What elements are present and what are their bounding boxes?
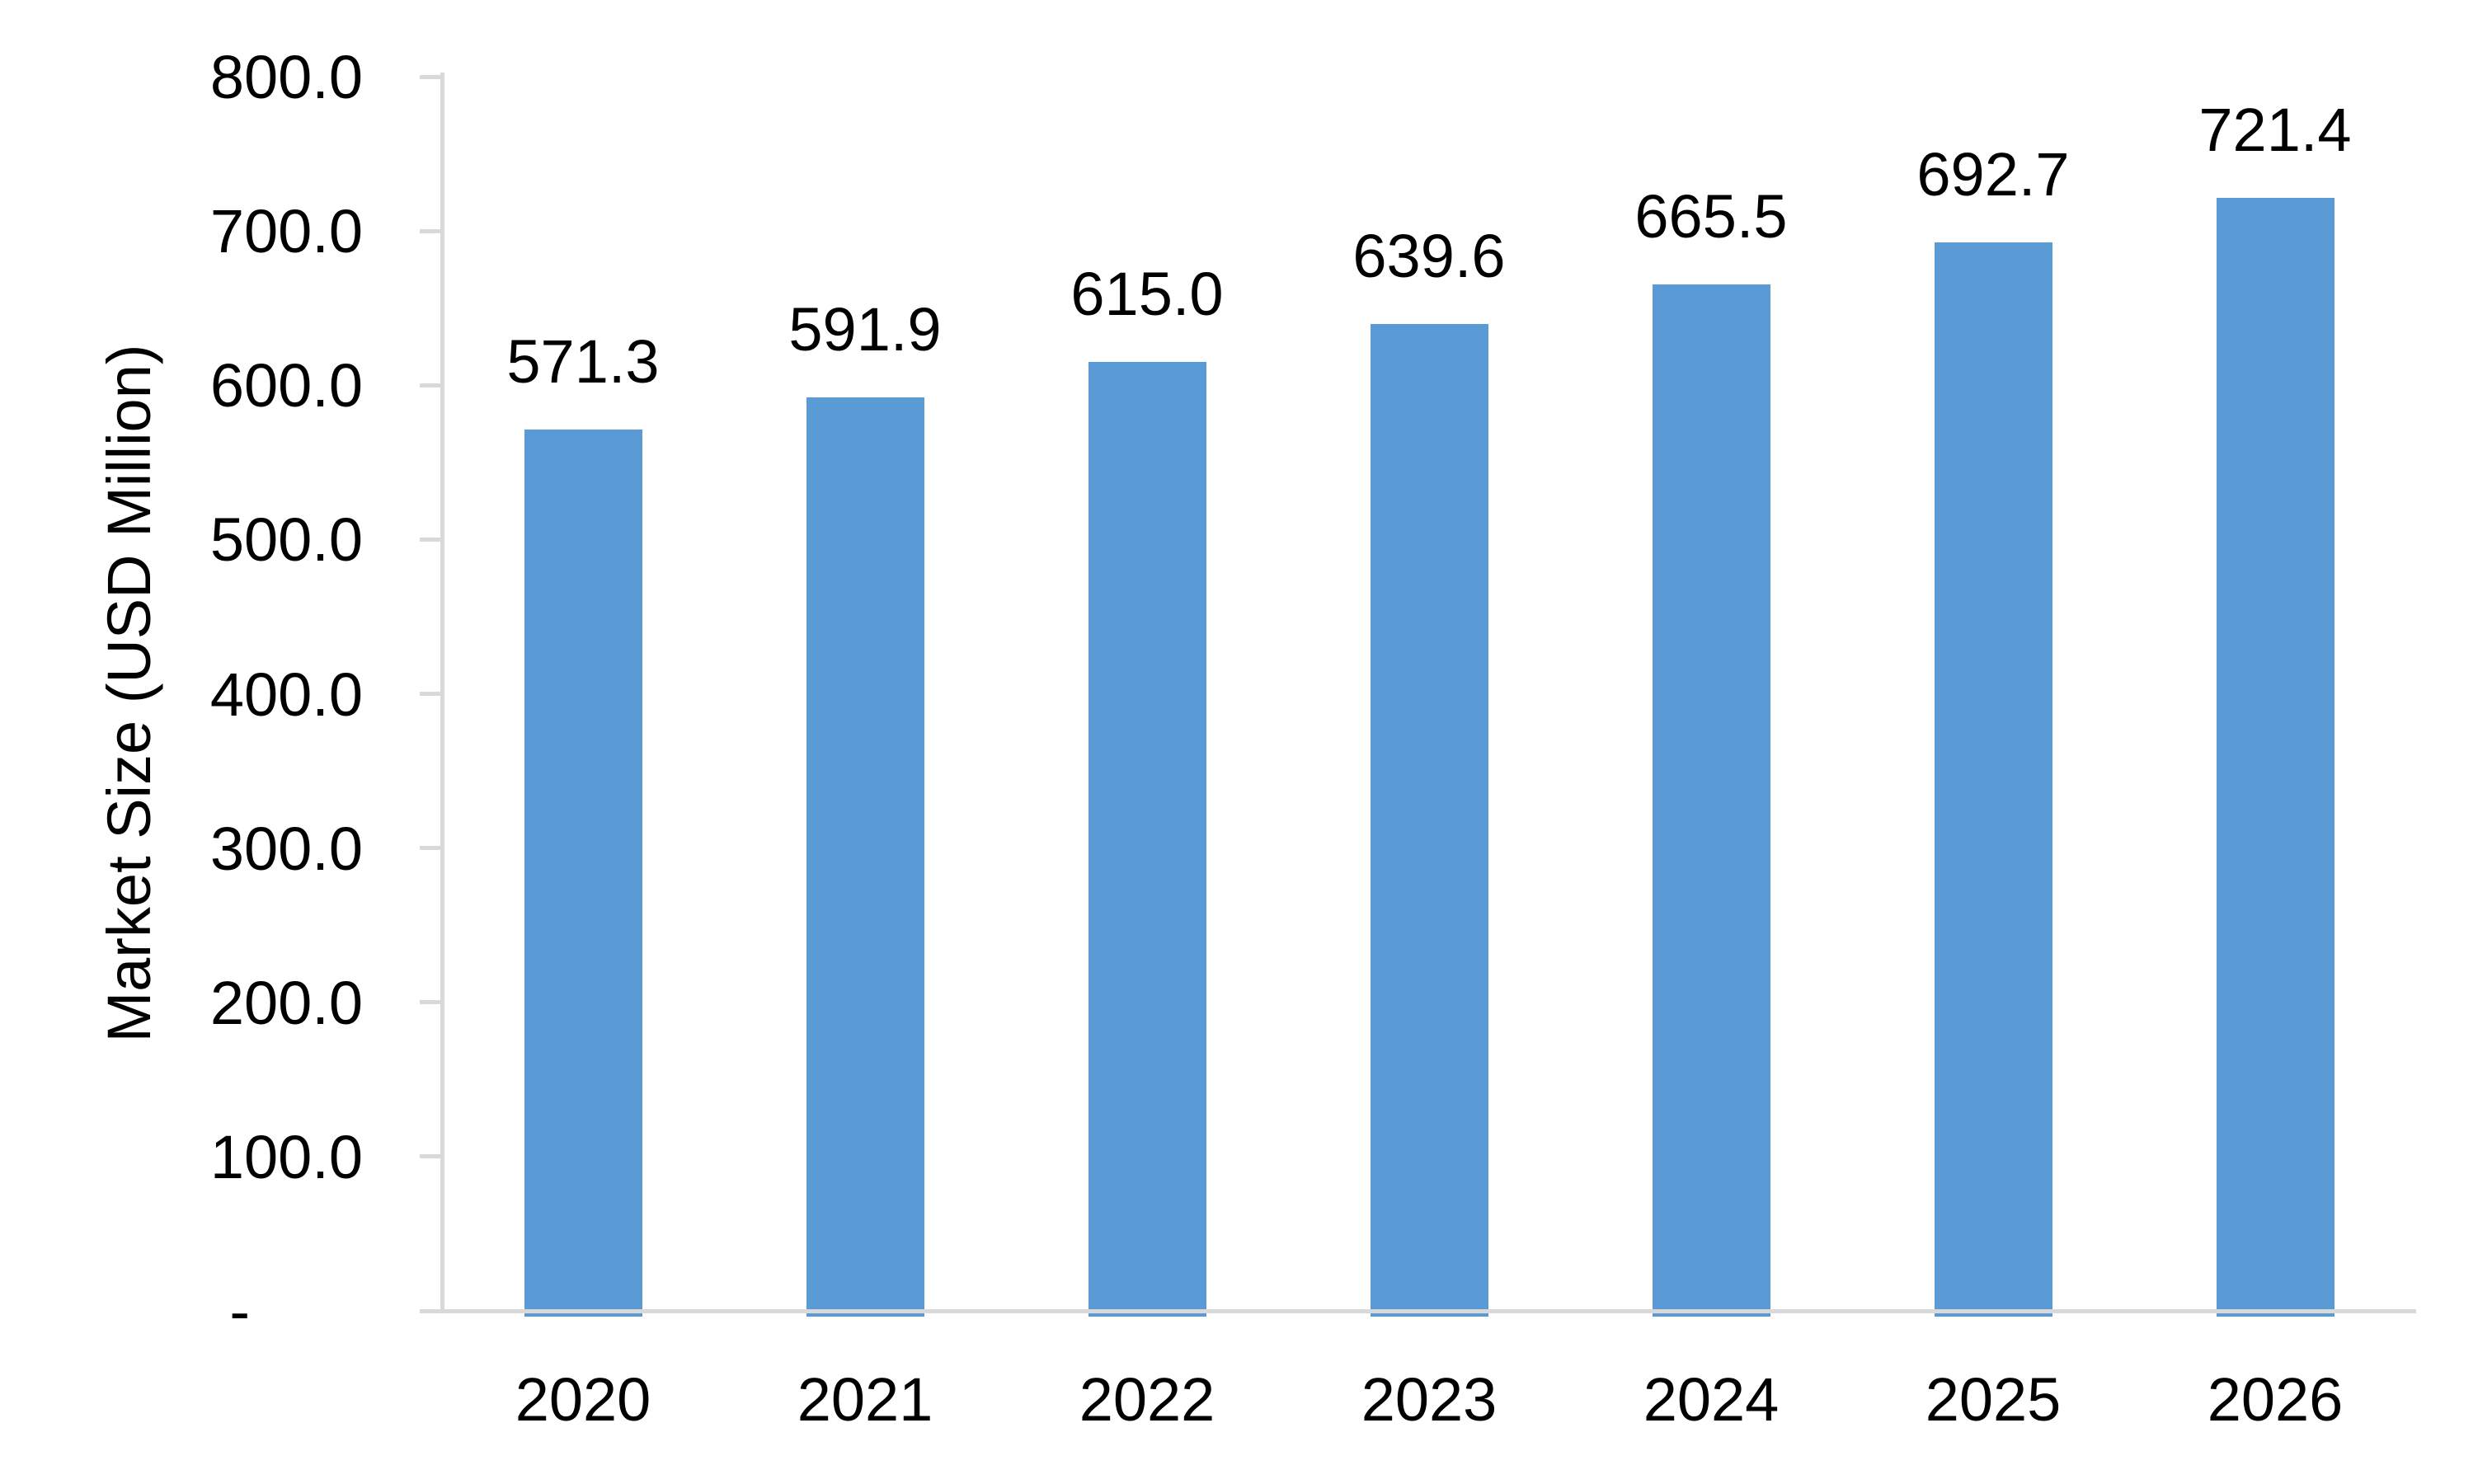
- y-axis-tick: [420, 228, 442, 233]
- x-axis-tick-label: 2026: [2207, 1365, 2344, 1434]
- bar-2020: [524, 429, 642, 1317]
- y-axis-tick-label: 500.0: [209, 505, 363, 575]
- y-axis-tick-label: 400.0: [209, 660, 363, 729]
- y-axis-tick-label: 300.0: [209, 814, 363, 883]
- bar-2025: [1934, 242, 2052, 1317]
- x-axis-tick-label: 2025: [1925, 1365, 2062, 1434]
- y-axis-tick-label: 100.0: [209, 1122, 363, 1191]
- bar-value-label: 571.3: [506, 326, 660, 396]
- bar-2023: [1370, 324, 1488, 1317]
- x-axis-tick-label: 2021: [797, 1365, 933, 1434]
- y-axis-tick: [420, 692, 442, 696]
- y-axis-tick: [420, 74, 442, 79]
- bar-value-label: 591.9: [788, 295, 942, 364]
- bar-value-label: 639.6: [1352, 222, 1506, 291]
- bar-value-label: 615.0: [1070, 260, 1224, 329]
- bar-2021: [806, 397, 924, 1317]
- y-axis-tick: [420, 537, 442, 542]
- y-axis-tick-label: 600.0: [209, 351, 363, 420]
- y-axis-tick: [420, 846, 442, 851]
- bar-value-label: 665.5: [1634, 181, 1788, 251]
- x-axis-tick-label: 2022: [1079, 1365, 1215, 1434]
- bar-2024: [1652, 284, 1770, 1317]
- bar-2026: [2216, 198, 2334, 1317]
- bar-value-label: 721.4: [2198, 96, 2352, 165]
- y-axis-tick: [420, 1154, 442, 1159]
- y-axis-tick-label: -: [229, 1277, 250, 1345]
- y-axis-tick-label: 200.0: [209, 968, 363, 1037]
- x-axis-line: [420, 1309, 2416, 1313]
- y-axis-tick-label: 700.0: [209, 197, 363, 266]
- bar-2022: [1088, 362, 1206, 1317]
- y-axis-tick: [420, 383, 442, 387]
- y-axis-tick-label: 800.0: [209, 43, 363, 111]
- x-axis-tick-label: 2020: [515, 1365, 651, 1434]
- x-axis-tick-label: 2023: [1361, 1365, 1498, 1434]
- bar-value-label: 692.7: [1916, 139, 2070, 209]
- x-axis-tick-label: 2024: [1643, 1365, 1780, 1434]
- y-axis-line: [440, 73, 444, 1313]
- y-axis-tick: [420, 1000, 442, 1005]
